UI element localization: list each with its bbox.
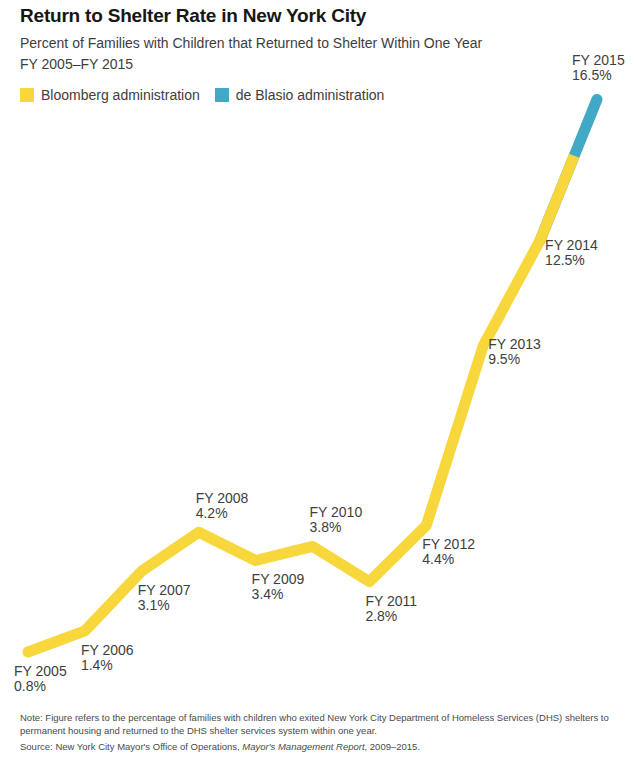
line-bloomberg-tail xyxy=(540,156,574,241)
point-year-label: FY 2005 xyxy=(14,664,67,679)
data-point-label: FY 20073.1% xyxy=(138,583,191,613)
data-point-label: FY 20124.4% xyxy=(422,537,475,567)
point-value-label: 3.4% xyxy=(252,587,305,602)
source-suffix: , 2009–2015. xyxy=(365,741,420,752)
point-value-label: 3.1% xyxy=(138,598,191,613)
point-year-label: FY 2010 xyxy=(310,505,363,520)
data-point-label: FY 201516.5% xyxy=(572,53,625,83)
point-year-label: FY 2012 xyxy=(422,537,475,552)
point-value-label: 0.8% xyxy=(14,679,67,694)
note-text: Note: Figure refers to the percentage of… xyxy=(20,711,624,737)
point-year-label: FY 2009 xyxy=(252,572,305,587)
data-point-label: FY 20112.8% xyxy=(365,594,417,624)
point-value-label: 4.2% xyxy=(196,506,249,521)
point-value-label: 4.4% xyxy=(422,552,475,567)
source-text: Source: New York City Mayor's Office of … xyxy=(20,740,624,753)
data-point-label: FY 20084.2% xyxy=(196,491,249,521)
data-point-label: FY 20050.8% xyxy=(14,664,67,694)
data-point-label: FY 20103.8% xyxy=(310,505,363,535)
chart-page: Return to Shelter Rate in New York City … xyxy=(0,0,634,776)
point-value-label: 9.5% xyxy=(488,352,541,367)
data-point-label: FY 20093.4% xyxy=(252,572,305,602)
point-value-label: 16.5% xyxy=(572,68,625,83)
point-value-label: 3.8% xyxy=(310,520,363,535)
data-point-label: FY 20139.5% xyxy=(488,337,541,367)
point-value-label: 12.5% xyxy=(545,253,598,268)
point-year-label: FY 2008 xyxy=(196,491,249,506)
data-point-label: FY 20061.4% xyxy=(81,643,134,673)
point-year-label: FY 2006 xyxy=(81,643,134,658)
point-year-label: FY 2014 xyxy=(545,238,598,253)
point-value-label: 2.8% xyxy=(365,609,417,624)
source-prefix: Source: New York City Mayor's Office of … xyxy=(20,741,242,752)
point-year-label: FY 2007 xyxy=(138,583,191,598)
point-year-label: FY 2013 xyxy=(488,337,541,352)
point-year-label: FY 2011 xyxy=(365,594,417,609)
source-publication: Mayor's Management Report xyxy=(242,741,364,752)
data-point-label: FY 201412.5% xyxy=(545,238,598,268)
point-year-label: FY 2015 xyxy=(572,53,625,68)
point-value-label: 1.4% xyxy=(81,658,134,673)
